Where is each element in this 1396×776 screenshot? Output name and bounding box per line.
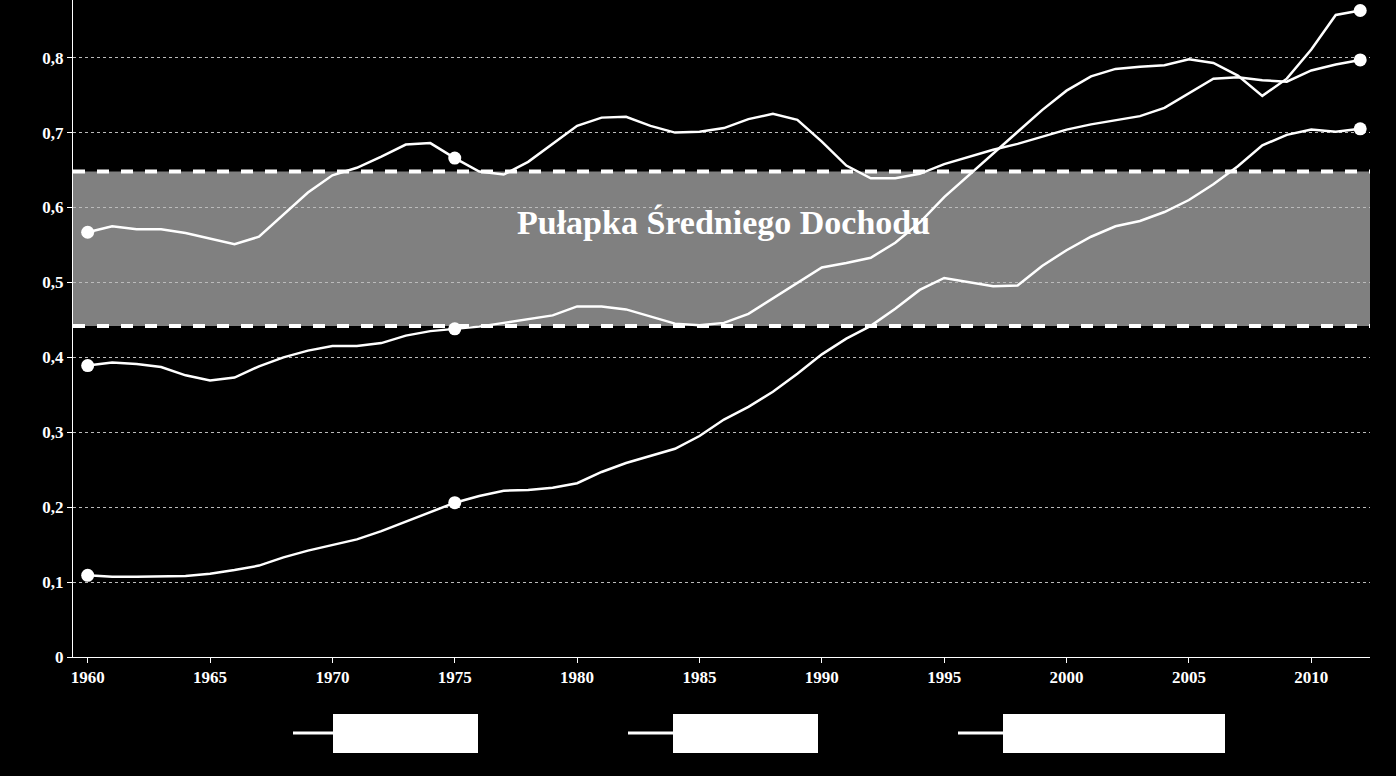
svg-text:0,5: 0,5 <box>42 273 63 292</box>
svg-text:0,6: 0,6 <box>42 198 63 217</box>
svg-text:0,1: 0,1 <box>42 573 63 592</box>
svg-text:2010: 2010 <box>1294 668 1328 687</box>
svg-text:2005: 2005 <box>1172 668 1206 687</box>
svg-text:1995: 1995 <box>927 668 961 687</box>
svg-text:0,2: 0,2 <box>42 498 63 517</box>
svg-text:2000: 2000 <box>1050 668 1084 687</box>
svg-text:1970: 1970 <box>315 668 349 687</box>
svg-text:0,4: 0,4 <box>42 348 64 367</box>
svg-text:1965: 1965 <box>193 668 227 687</box>
svg-text:1985: 1985 <box>682 668 716 687</box>
svg-text:1975: 1975 <box>438 668 472 687</box>
svg-text:1960: 1960 <box>71 668 105 687</box>
svg-text:0,7: 0,7 <box>42 124 64 143</box>
svg-text:0: 0 <box>55 648 64 667</box>
svg-text:Pułapka Średniego Dochodu: Pułapka Średniego Dochodu <box>517 204 930 241</box>
svg-text:1980: 1980 <box>560 668 594 687</box>
svg-text:0,3: 0,3 <box>42 423 63 442</box>
svg-text:0,8: 0,8 <box>42 49 63 68</box>
svg-text:1990: 1990 <box>805 668 839 687</box>
